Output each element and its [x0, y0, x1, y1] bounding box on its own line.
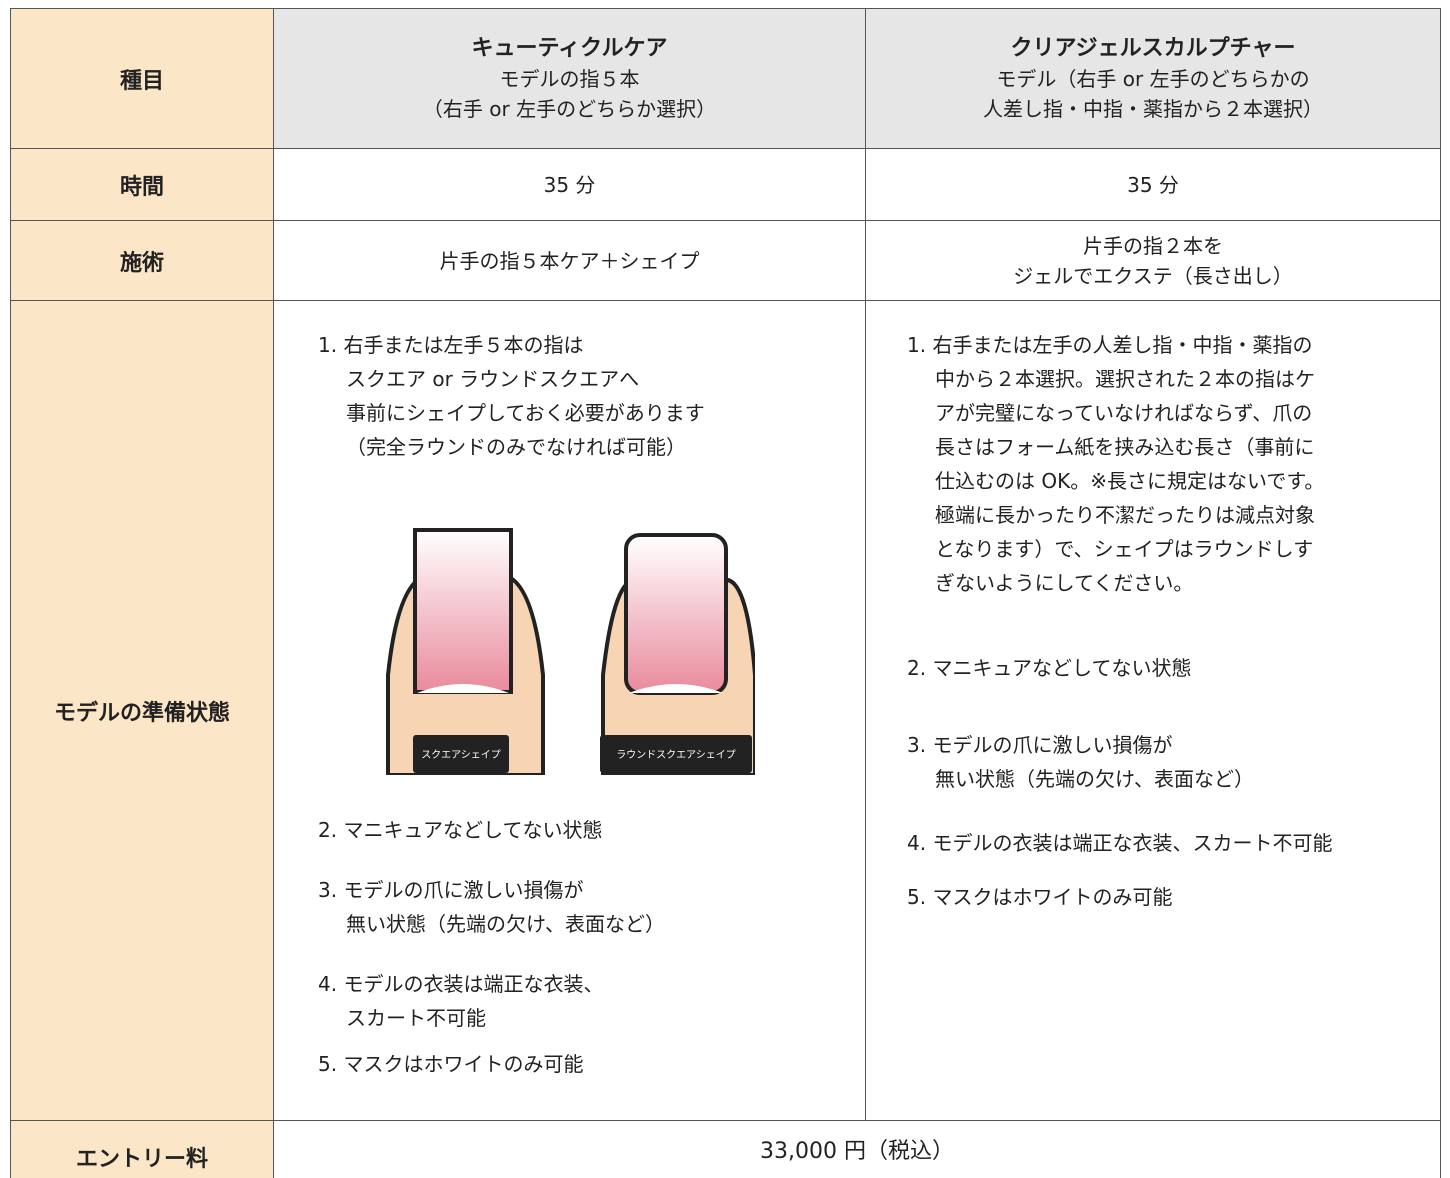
- label-text: エントリー料: [75, 1147, 208, 1172]
- row-label: 種目: [10, 8, 274, 149]
- text-line: 極端に長かったり不潔だったりは減点対象: [935, 503, 1315, 527]
- text-line: 片手の指２本を: [1083, 233, 1223, 258]
- list-item: 5. マスクはホワイトのみ可能: [318, 1047, 583, 1081]
- header-cell: キューティクルケア モデルの指５本 （右手 or 左手のどちらか選択）: [273, 8, 866, 149]
- col-title: クリアジェルスカルプチャー: [1010, 35, 1296, 61]
- row-label: モデルの準備状態: [10, 300, 274, 1121]
- text-line: 5. マスクはホワイトのみ可能: [318, 1052, 584, 1076]
- row-label: 施術: [10, 220, 274, 301]
- list-item: 3. モデルの爪に激しい損傷が無い状態（先端の欠け、表面など）: [907, 728, 1254, 796]
- list-item: 5. マスクはホワイトのみ可能: [907, 880, 1172, 914]
- list-item: 3. モデルの爪に激しい損傷が無い状態（先端の欠け、表面など）: [318, 873, 665, 941]
- text-line: （右手 or 左手のどちらか選択）: [422, 96, 717, 121]
- text-line: ジェルでエクステ（長さ出し）: [1013, 263, 1293, 288]
- text-line: 2. マニキュアなどしてない状態: [318, 818, 603, 842]
- col-title: キューティクルケア: [471, 35, 668, 61]
- cell: 33,000 円（税込）: [273, 1120, 1441, 1178]
- text-line: モデルの指５本: [499, 66, 640, 91]
- label-text: 施術: [119, 250, 164, 276]
- text-line: （完全ラウンドのみでなければ可能）: [346, 435, 686, 459]
- cell: 片手の指２本をジェルでエクステ（長さ出し）: [865, 220, 1441, 301]
- nail-illustration: スクエアシェイプ ラウンドスクエアシェイプ: [383, 528, 755, 775]
- text-line: 人差し指・中指・薬指から２本選択）: [983, 96, 1323, 121]
- list-item: 1. 右手または左手５本の指は スクエア or ラウンドスクエアへ 事前にシェイ…: [318, 328, 705, 464]
- text-line: 中から２本選択。選択された２本の指はケ: [935, 367, 1315, 391]
- text-line: 5. マスクはホワイトのみ可能: [907, 885, 1173, 909]
- label-text: 種目: [119, 68, 164, 94]
- text-line: 仕込むのは OK。※長さに規定はないです。: [935, 469, 1325, 493]
- list-item: 1. 右手または左手の人差し指・中指・薬指の 中から２本選択。選択された２本の指…: [907, 328, 1324, 600]
- text-line: 無い状態（先端の欠け、表面など）: [935, 767, 1254, 791]
- text-line: 33,000 円（税込）: [760, 1139, 954, 1164]
- text-line: アが完璧になっていなければならず、爪の: [935, 401, 1313, 425]
- list-item: 4. モデルの衣装は端正な衣装、スカート不可能: [907, 826, 1332, 860]
- text-line: 4. モデルの衣装は端正な衣装、スカート不可能: [907, 831, 1333, 855]
- label-text: 時間: [119, 174, 164, 200]
- text-line: となります）で、シェイプはラウンドしす: [935, 537, 1314, 561]
- image-label: スクエアシェイプ: [421, 749, 501, 761]
- text-line: モデル（右手 or 左手のどちらかの: [996, 66, 1310, 91]
- list-item: 2. マニキュアなどしてない状態: [907, 651, 1191, 685]
- text-line: 片手の指５本ケア＋シェイプ: [439, 248, 700, 273]
- row-label: 時間: [10, 148, 274, 221]
- text-line: 3. モデルの爪に激しい損傷が: [318, 878, 584, 902]
- text-line: 無い状態（先端の欠け、表面など）: [346, 912, 665, 936]
- text-line: 3. モデルの爪に激しい損傷が: [907, 733, 1173, 757]
- text-line: 2. マニキュアなどしてない状態: [907, 656, 1192, 680]
- cell: 35 分: [865, 148, 1441, 221]
- list-item: 2. マニキュアなどしてない状態: [318, 813, 602, 847]
- cell: 35 分: [273, 148, 866, 221]
- text-line: 長さはフォーム紙を挟み込む長さ（事前に: [935, 435, 1315, 459]
- text-line: スクエア or ラウンドスクエアへ: [346, 367, 640, 391]
- text-line: ぎないようにしてください。: [935, 571, 1194, 595]
- text-line: 35 分: [1127, 172, 1179, 197]
- header-cell: クリアジェルスカルプチャー モデル（右手 or 左手のどちらかの 人差し指・中指…: [865, 8, 1441, 149]
- cell: 片手の指５本ケア＋シェイプ: [273, 220, 866, 301]
- label-text: モデルの準備状態: [53, 700, 230, 726]
- text-line: 1. 右手または左手の人差し指・中指・薬指の: [907, 333, 1313, 357]
- text-line: 4. モデルの衣装は端正な衣装、: [318, 972, 604, 996]
- text-line: 1. 右手または左手５本の指は: [318, 333, 584, 357]
- list-item: 4. モデルの衣装は端正な衣装、スカート不可能: [318, 967, 603, 1035]
- text-line: 35 分: [543, 172, 596, 197]
- text-line: スカート不可能: [346, 1006, 486, 1030]
- row-label: エントリー料: [10, 1120, 274, 1178]
- text-line: 事前にシェイプしておく必要があります: [346, 401, 705, 425]
- image-label: ラウンドスクエアシェイプ: [616, 749, 736, 761]
